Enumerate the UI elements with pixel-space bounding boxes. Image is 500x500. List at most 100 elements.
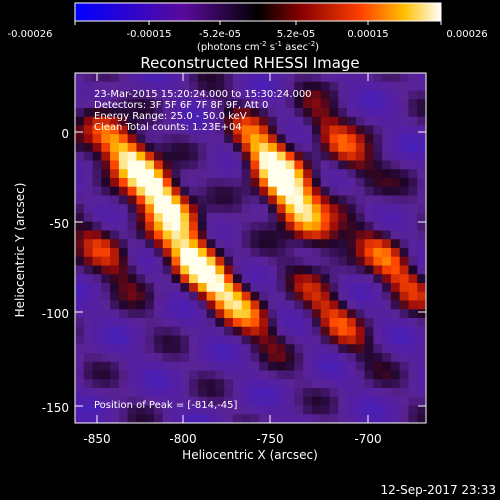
x-tick-label: -800: [169, 432, 196, 446]
heatmap-cell: [347, 361, 357, 371]
footer-date: 12-Sep-2017 23:33: [381, 483, 496, 497]
heatmap-cell: [75, 186, 85, 196]
heatmap-cell: [355, 221, 365, 231]
heatmap-cell: [364, 178, 374, 188]
colorbar-gradient: [74, 2, 442, 22]
heatmap-cell: [215, 81, 225, 91]
heatmap-cell: [118, 116, 129, 126]
heatmap-cell: [311, 230, 322, 240]
heatmap-cell: [364, 213, 374, 223]
heatmap-cell: [162, 116, 172, 126]
heatmap-cell: [110, 178, 120, 188]
heatmap-cell: [382, 90, 392, 100]
heatmap-cell: [241, 186, 251, 196]
heatmap-cell: [127, 195, 137, 205]
heatmap-cell: [241, 125, 251, 135]
heatmap-cell: [320, 213, 330, 223]
heatmap-cell: [408, 265, 418, 275]
heatmap-cell: [373, 335, 383, 345]
heatmap-cell: [355, 108, 365, 118]
heatmap-cell: [215, 160, 225, 170]
heatmap-cell: [329, 291, 339, 301]
heatmap-cell: [162, 186, 172, 196]
heatmap-cell: [250, 125, 260, 135]
heatmap-cell: [171, 134, 181, 144]
heatmap-cell: [75, 221, 85, 231]
heatmap-cell: [329, 248, 339, 258]
heatmap-cell: [382, 318, 392, 328]
heatmap-cell: [197, 405, 208, 415]
heatmap-cell: [373, 326, 383, 336]
heatmap-cell: [241, 353, 251, 363]
heatmap-cell: [338, 213, 348, 223]
heatmap-cell: [136, 283, 146, 293]
heatmap-cell: [171, 239, 181, 249]
heatmap-cell: [347, 379, 357, 389]
heatmap-cell: [136, 291, 146, 301]
heatmap-cell: [276, 178, 287, 188]
heatmap-cell: [347, 300, 357, 310]
heatmap-cell: [145, 318, 155, 328]
heatmap-cell: [259, 274, 269, 284]
heatmap-cell: [241, 248, 251, 258]
heatmap-cell: [285, 414, 295, 424]
heatmap-cell: [294, 125, 304, 135]
heatmap-cell: [224, 169, 234, 179]
heatmap-cell: [364, 151, 374, 161]
heatmap-cell: [153, 239, 164, 249]
heatmap-cell: [232, 186, 243, 196]
heatmap-cell: [197, 151, 208, 161]
heatmap-cell: [276, 186, 287, 196]
heatmap-cell: [347, 160, 357, 170]
heatmap-cell: [408, 116, 418, 126]
heatmap-cell: [83, 221, 93, 231]
heatmap-cell: [390, 361, 401, 371]
heatmap-cell: [417, 116, 427, 126]
heatmap-cell: [303, 265, 313, 275]
heatmap-cell: [355, 300, 365, 310]
heatmap-cell: [224, 125, 234, 135]
heatmap-cell: [329, 134, 339, 144]
heatmap-cell: [215, 125, 225, 135]
heatmap-cell: [224, 256, 234, 266]
heatmap-cell: [259, 396, 269, 406]
heatmap-cell: [206, 178, 216, 188]
heatmap-cell: [189, 230, 199, 240]
heatmap-cell: [276, 291, 287, 301]
heatmap-cell: [373, 160, 383, 170]
heatmap-cell: [232, 326, 243, 336]
heatmap-cell: [75, 178, 85, 188]
heatmap-cell: [364, 116, 374, 126]
heatmap-cell: [180, 134, 190, 144]
heatmap-cell: [382, 379, 392, 389]
heatmap-cell: [83, 99, 93, 109]
heatmap-cell: [303, 151, 313, 161]
heatmap-cell: [294, 283, 304, 293]
heatmap-cell: [136, 195, 146, 205]
heatmap-cell: [127, 239, 137, 249]
heatmap-cell: [285, 283, 295, 293]
heatmap-cell: [320, 353, 330, 363]
heatmap-cell: [153, 326, 164, 336]
heatmap-cell: [75, 73, 85, 83]
heatmap-cell: [180, 73, 190, 83]
heatmap-cell: [408, 414, 418, 424]
heatmap-cell: [399, 405, 409, 415]
heatmap-cell: [83, 361, 93, 371]
heatmap-cell: [329, 379, 339, 389]
heatmap-cell: [355, 90, 365, 100]
heatmap-cell: [92, 125, 102, 135]
heatmap-cell: [101, 318, 111, 328]
heatmap-cell: [364, 414, 374, 424]
heatmap-cell: [215, 204, 225, 214]
heatmap-cell: [399, 396, 409, 406]
heatmap-cell: [373, 248, 383, 258]
heatmap-cell: [145, 221, 155, 231]
heatmap-cell: [110, 256, 120, 266]
heatmap-cell: [197, 291, 208, 301]
heatmap-cell: [355, 361, 365, 371]
heatmap-cell: [338, 81, 348, 91]
heatmap-cell: [373, 99, 383, 109]
heatmap-cell: [250, 116, 260, 126]
heatmap-cell: [347, 388, 357, 398]
